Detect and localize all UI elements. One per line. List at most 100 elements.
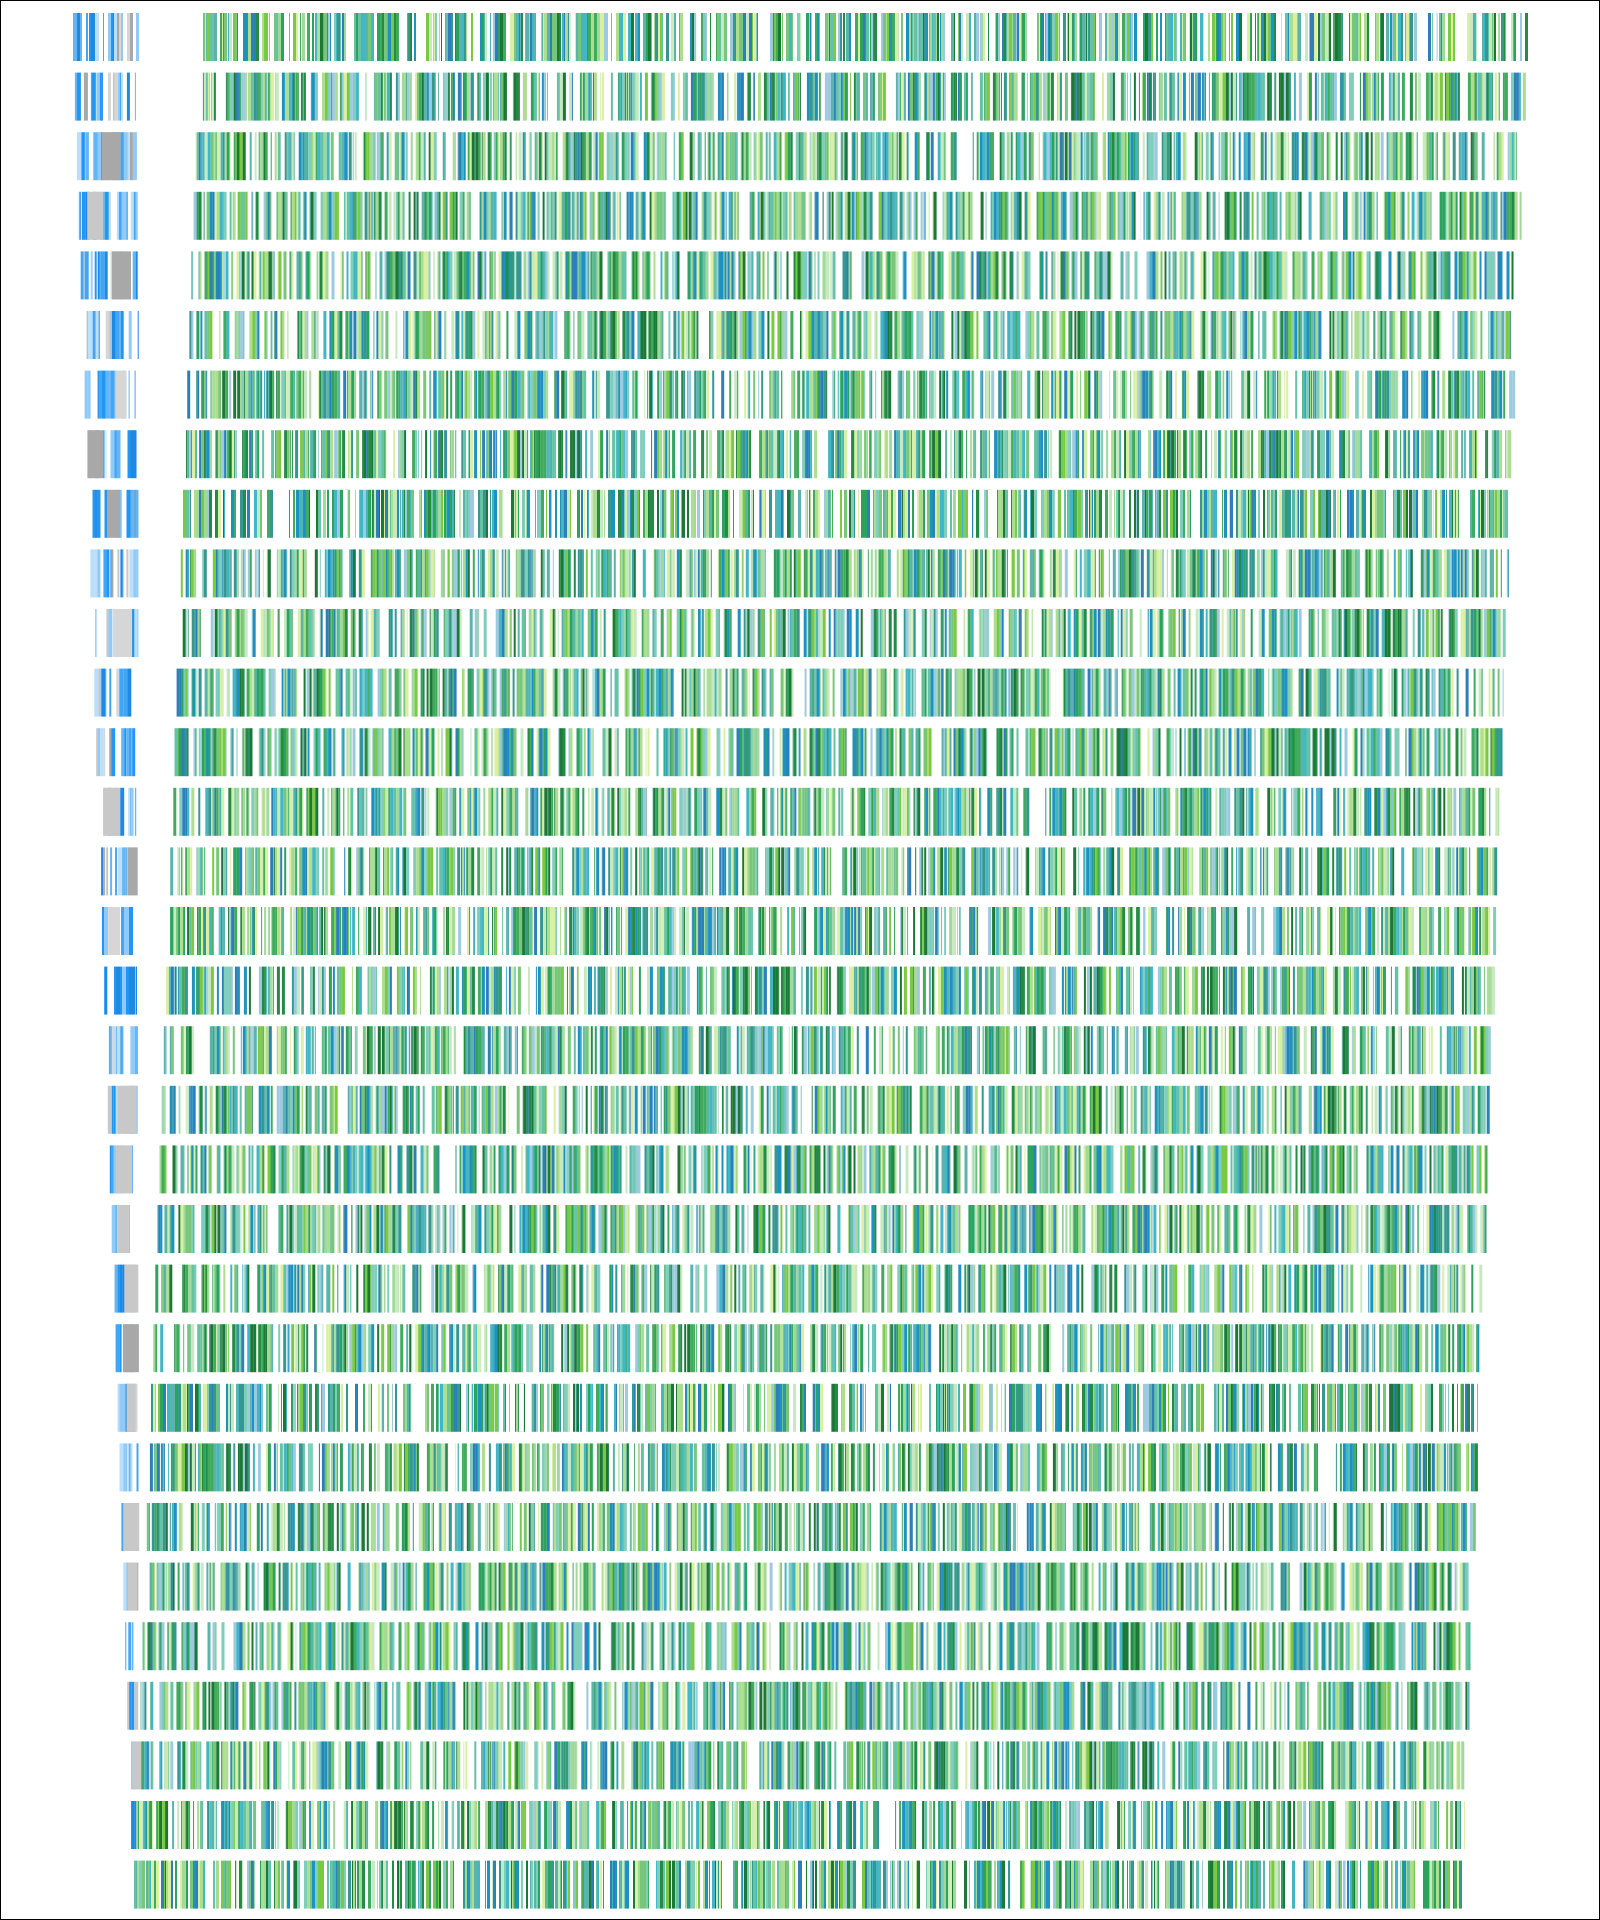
main-bar — [708, 132, 711, 181]
main-bar — [1264, 13, 1266, 61]
main-bar — [1176, 489, 1178, 538]
main-bar — [577, 311, 581, 359]
main-bar — [470, 370, 473, 419]
main-bar — [1248, 191, 1250, 240]
main-bar — [385, 430, 387, 479]
main-bar — [1433, 489, 1434, 538]
main-bar — [643, 251, 645, 300]
main-bar — [1342, 549, 1345, 598]
main-bar — [1493, 489, 1494, 538]
main-bar — [1205, 132, 1209, 181]
main-bar — [822, 549, 824, 598]
main-bar — [373, 72, 375, 121]
main-bar — [933, 191, 937, 240]
main-bar — [973, 489, 974, 538]
main-bar — [862, 191, 864, 240]
main-bar — [1364, 549, 1366, 598]
main-bar — [1453, 430, 1456, 479]
main-bar — [933, 311, 936, 359]
main-bar — [1353, 132, 1355, 181]
main-bar — [282, 311, 285, 359]
main-bar — [874, 489, 876, 538]
main-bar — [1207, 489, 1209, 538]
main-bar — [700, 251, 703, 300]
main-bar — [341, 430, 343, 479]
main-bar — [366, 430, 369, 479]
main-bar — [1292, 251, 1295, 300]
main-bar — [721, 72, 724, 121]
main-bar — [690, 549, 693, 598]
main-bar — [225, 72, 227, 121]
main-bar — [694, 311, 696, 359]
main-bar — [652, 132, 655, 181]
main-bar — [310, 370, 312, 419]
main-bar — [1071, 72, 1075, 121]
main-bar — [772, 191, 774, 240]
main-bar — [296, 251, 300, 300]
main-bar — [1033, 549, 1036, 598]
main-bar — [1127, 132, 1130, 181]
main-bar — [944, 489, 947, 538]
main-bar — [1419, 191, 1423, 240]
main-bar — [1393, 489, 1394, 538]
main-bar — [1290, 191, 1292, 240]
main-bar — [846, 13, 849, 61]
main-bar — [913, 191, 916, 240]
main-bar — [969, 549, 973, 598]
barcode-row — [90, 549, 1509, 598]
main-bar — [295, 430, 299, 479]
main-bar — [1090, 549, 1094, 598]
main-bar — [254, 549, 257, 598]
main-bar — [1484, 191, 1486, 240]
main-bar — [670, 549, 672, 598]
main-bar — [965, 191, 969, 240]
main-bar — [983, 430, 985, 479]
main-bar — [856, 311, 858, 359]
main-bar — [1023, 489, 1024, 538]
main-bar — [844, 430, 848, 479]
main-bar — [322, 430, 326, 479]
main-bar — [411, 549, 413, 598]
main-bar — [206, 430, 210, 479]
main-bar — [1355, 311, 1357, 359]
main-bar — [690, 13, 692, 61]
main-bar — [929, 13, 930, 61]
main-bar — [1452, 311, 1455, 359]
main-bar — [998, 370, 1001, 419]
main-bar — [318, 430, 320, 479]
main-bar — [1252, 489, 1253, 538]
main-bar — [1180, 13, 1182, 61]
main-bar — [469, 251, 472, 300]
main-bar — [1114, 13, 1115, 61]
main-bar — [889, 311, 893, 359]
main-bar — [774, 72, 776, 121]
main-bar — [302, 191, 304, 240]
main-bar — [500, 13, 503, 61]
main-bar — [652, 489, 654, 538]
main-bar — [741, 251, 743, 300]
side-bar — [127, 430, 131, 479]
main-bar — [962, 370, 966, 419]
main-bar — [1214, 549, 1217, 598]
main-bar — [1425, 132, 1427, 181]
main-bar — [594, 132, 596, 181]
main-bar — [445, 191, 448, 240]
main-bar — [240, 72, 244, 121]
main-bar — [691, 311, 694, 359]
main-bar — [218, 370, 222, 419]
main-bar — [739, 13, 740, 61]
main-bar — [496, 370, 500, 419]
main-bar — [1248, 549, 1250, 598]
main-bar — [1180, 489, 1183, 538]
main-bar — [863, 132, 865, 181]
main-bar — [730, 13, 733, 61]
main-bar — [958, 430, 960, 479]
main-bar — [326, 370, 330, 419]
main-bar — [914, 13, 917, 61]
main-bar — [508, 370, 512, 419]
main-bar — [1107, 72, 1110, 121]
main-bar — [374, 489, 376, 538]
main-bar — [287, 132, 289, 181]
main-bar — [243, 311, 245, 359]
main-bar — [420, 549, 422, 598]
